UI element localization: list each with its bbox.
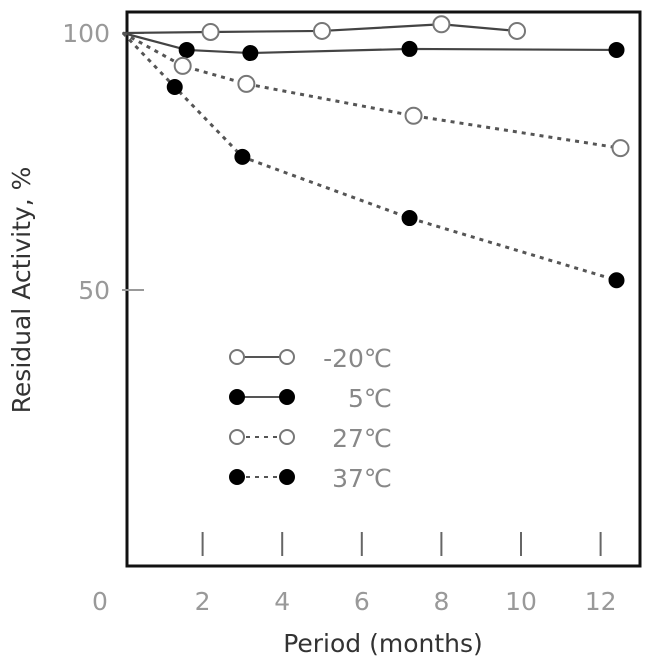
series-line bbox=[122, 31, 621, 150]
x-tick-label: 12 bbox=[585, 587, 617, 616]
data-point bbox=[401, 210, 418, 227]
data-point bbox=[237, 74, 256, 93]
y-tick-label: 50 bbox=[78, 276, 110, 305]
legend-marker bbox=[279, 389, 295, 405]
legend-label: 5℃ bbox=[348, 384, 392, 413]
x-tick-label: 4 bbox=[274, 587, 290, 616]
data-point bbox=[608, 272, 625, 289]
data-point bbox=[401, 40, 418, 57]
legend-marker bbox=[279, 349, 295, 365]
y-axis-label: Residual Activity, % bbox=[7, 167, 36, 414]
x-tick-label: 2 bbox=[195, 587, 211, 616]
data-point bbox=[611, 139, 630, 158]
x-axis: 0 2 4 6 8 10 12 bbox=[92, 532, 617, 616]
y-tick-label: 100 bbox=[62, 19, 110, 48]
data-point bbox=[508, 21, 527, 40]
legend-marker bbox=[279, 429, 295, 445]
legend: -20℃ 5℃ 27℃ 37℃ bbox=[229, 344, 392, 493]
series-group bbox=[121, 15, 630, 289]
data-point bbox=[404, 106, 423, 125]
legend-marker bbox=[279, 469, 295, 485]
data-point bbox=[313, 21, 331, 40]
legend-label: -20℃ bbox=[323, 344, 392, 373]
y-axis: 50 100 bbox=[62, 19, 144, 305]
legend-label: 27℃ bbox=[332, 424, 392, 453]
x-tick-label: 6 bbox=[354, 587, 370, 616]
legend-marker bbox=[229, 429, 245, 445]
legend-marker bbox=[229, 349, 245, 365]
data-point bbox=[432, 15, 451, 34]
legend-label: 37℃ bbox=[332, 464, 392, 493]
x-tick-label: 10 bbox=[505, 587, 537, 616]
series-line bbox=[122, 31, 617, 55]
x-axis-label: Period (months) bbox=[283, 629, 483, 658]
data-point bbox=[234, 148, 251, 165]
legend-marker bbox=[229, 389, 245, 405]
data-point bbox=[608, 41, 625, 58]
data-point bbox=[166, 78, 183, 95]
legend-marker bbox=[229, 469, 245, 485]
data-point bbox=[178, 41, 195, 58]
data-point bbox=[173, 56, 192, 75]
data-point bbox=[242, 45, 259, 62]
x-tick-label: 8 bbox=[433, 587, 449, 616]
data-point bbox=[201, 22, 220, 41]
x-tick-label: 0 bbox=[92, 587, 108, 616]
